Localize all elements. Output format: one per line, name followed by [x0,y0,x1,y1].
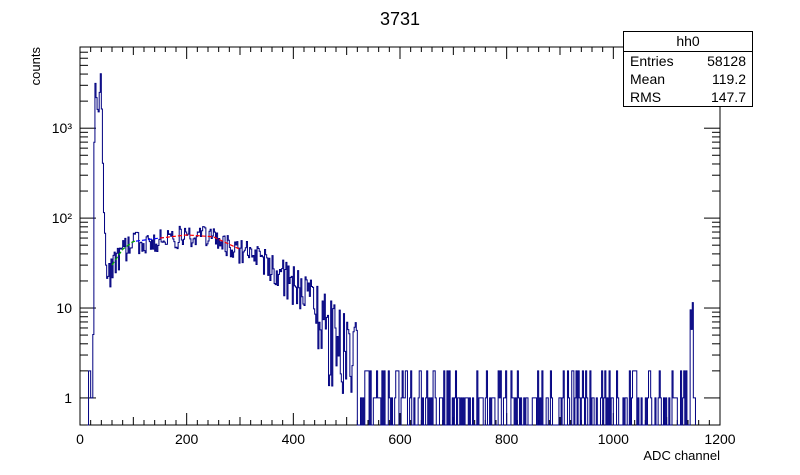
stats-label: RMS [630,89,662,105]
chart-title: 3731 [380,9,420,29]
stats-box-title: hh0 [624,32,752,52]
stats-row-rms: RMS 147.7 [624,88,752,106]
y-tick-label: 10³ [52,120,73,136]
fit-curve [111,240,138,266]
x-tick-label: 200 [175,431,199,447]
stats-row-mean: Mean 119.2 [624,70,752,88]
stats-box: hh0 Entries 58128 Mean 119.2 RMS 147.7 [623,31,753,107]
x-tick-label: 400 [282,431,306,447]
stats-value: 119.2 [712,71,746,87]
y-tick-label: 1 [64,390,72,406]
y-axis-title: counts [28,47,43,86]
stats-row-entries: Entries 58128 [624,52,752,70]
x-tick-label: 1200 [704,431,735,447]
y-tick-label: 10 [56,300,72,316]
y-tick-label: 10² [52,210,73,226]
fit-curve [159,234,241,250]
x-tick-label: 800 [495,431,519,447]
stats-label: Entries [630,53,674,69]
x-tick-label: 1000 [598,431,629,447]
x-tick-label: 0 [76,431,84,447]
x-tick-label: 600 [388,431,412,447]
histogram-series [87,73,696,426]
x-axis-title: ADC channel [643,448,720,463]
stats-value: 58128 [707,53,746,69]
stats-value: 147.7 [710,89,746,105]
stats-label: Mean [630,71,666,87]
